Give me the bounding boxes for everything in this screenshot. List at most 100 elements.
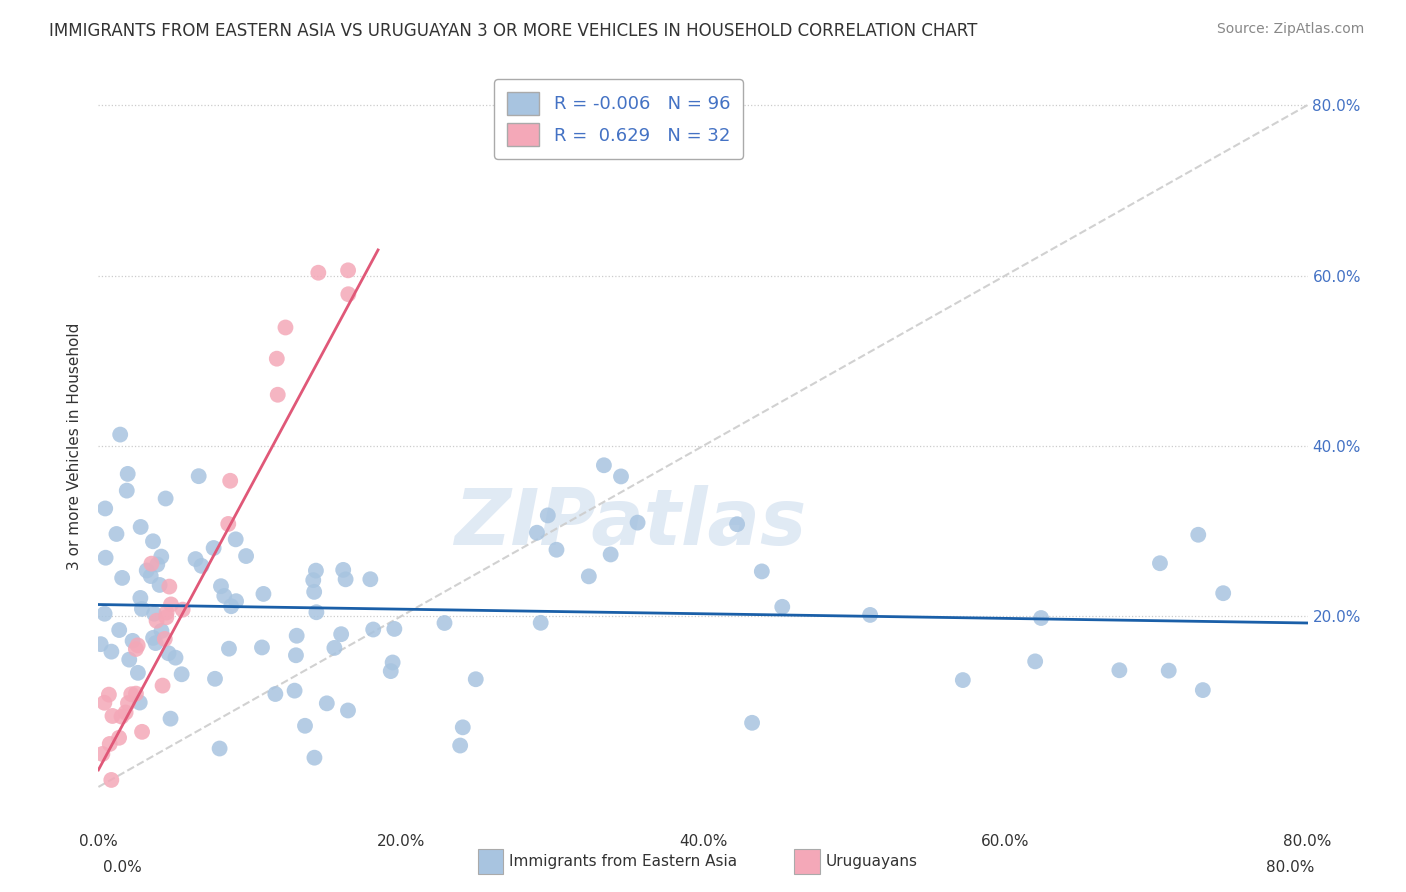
Point <box>578 569 600 583</box>
Point <box>135 564 157 578</box>
Text: 80.0%: 80.0% <box>1267 860 1315 874</box>
Point <box>125 687 148 701</box>
Point <box>284 683 307 698</box>
Point <box>152 679 174 693</box>
Point <box>449 739 471 753</box>
Point <box>142 534 165 549</box>
Point <box>1108 663 1130 677</box>
Point <box>225 533 247 547</box>
Point <box>359 572 381 586</box>
Point <box>530 615 553 630</box>
Point <box>93 607 115 621</box>
Point <box>142 631 165 645</box>
Point <box>741 715 763 730</box>
Point <box>150 549 173 564</box>
Point <box>302 573 325 587</box>
Point <box>1187 528 1209 542</box>
Point <box>131 602 153 616</box>
Point <box>464 672 486 686</box>
Point <box>304 750 326 764</box>
Point <box>204 672 226 686</box>
Point <box>117 467 139 481</box>
Point <box>337 703 360 717</box>
Point <box>184 552 207 566</box>
Point <box>219 599 242 614</box>
Point <box>337 287 360 301</box>
Point <box>125 642 148 657</box>
Point <box>117 696 139 710</box>
Point <box>1024 654 1046 668</box>
Point <box>381 656 404 670</box>
Point <box>225 594 247 608</box>
Point <box>190 558 212 573</box>
Point <box>202 541 225 555</box>
Point <box>433 615 456 630</box>
Text: 0.0%: 0.0% <box>103 860 142 874</box>
Point <box>209 579 232 593</box>
Point <box>626 516 648 530</box>
Point <box>129 591 152 605</box>
Point <box>274 320 297 334</box>
Point <box>143 607 166 621</box>
Point <box>150 624 173 638</box>
Point <box>155 610 177 624</box>
Point <box>451 720 474 734</box>
Point <box>145 614 167 628</box>
Point <box>235 549 257 563</box>
Point <box>98 737 121 751</box>
Point <box>187 469 209 483</box>
Point <box>111 571 134 585</box>
Point <box>267 388 290 402</box>
Point <box>593 458 616 473</box>
Text: ZIPatlas: ZIPatlas <box>454 484 807 561</box>
Point <box>1191 683 1213 698</box>
Point <box>172 602 194 616</box>
Point <box>155 491 177 506</box>
Point <box>382 622 405 636</box>
Point <box>264 687 287 701</box>
Point <box>217 516 239 531</box>
Point <box>302 585 325 599</box>
Point <box>108 731 131 745</box>
Point <box>1157 664 1180 678</box>
Y-axis label: 3 or more Vehicles in Household: 3 or more Vehicles in Household <box>67 322 83 570</box>
Point <box>90 637 112 651</box>
Point <box>159 712 181 726</box>
Point <box>108 623 131 637</box>
Text: Source: ZipAtlas.com: Source: ZipAtlas.com <box>1216 22 1364 37</box>
Point <box>1029 611 1052 625</box>
Point <box>108 427 131 442</box>
Point <box>361 623 384 637</box>
Point <box>770 599 793 614</box>
Text: IMMIGRANTS FROM EASTERN ASIA VS URUGUAYAN 3 OR MORE VEHICLES IN HOUSEHOLD CORREL: IMMIGRANTS FROM EASTERN ASIA VS URUGUAYA… <box>49 22 977 40</box>
Point <box>93 696 115 710</box>
Point <box>145 636 167 650</box>
Point <box>118 652 141 666</box>
Point <box>335 572 357 586</box>
Point <box>323 640 346 655</box>
Point <box>315 696 337 710</box>
Point <box>305 564 328 578</box>
Point <box>153 632 176 646</box>
Point <box>127 665 149 680</box>
Point <box>94 501 117 516</box>
Point <box>610 469 633 483</box>
Point <box>156 606 179 620</box>
Point <box>284 648 307 663</box>
Point <box>157 580 180 594</box>
Text: Immigrants from Eastern Asia: Immigrants from Eastern Asia <box>509 855 737 869</box>
Point <box>751 565 773 579</box>
Point <box>139 569 162 583</box>
Point <box>546 542 568 557</box>
Point <box>91 747 114 761</box>
Point <box>537 508 560 523</box>
Point <box>165 650 187 665</box>
Point <box>157 646 180 660</box>
Point <box>128 696 150 710</box>
Point <box>380 664 402 678</box>
Point <box>725 517 748 532</box>
Point <box>146 558 169 572</box>
Point <box>526 525 548 540</box>
Point <box>115 483 138 498</box>
Point <box>305 605 328 619</box>
